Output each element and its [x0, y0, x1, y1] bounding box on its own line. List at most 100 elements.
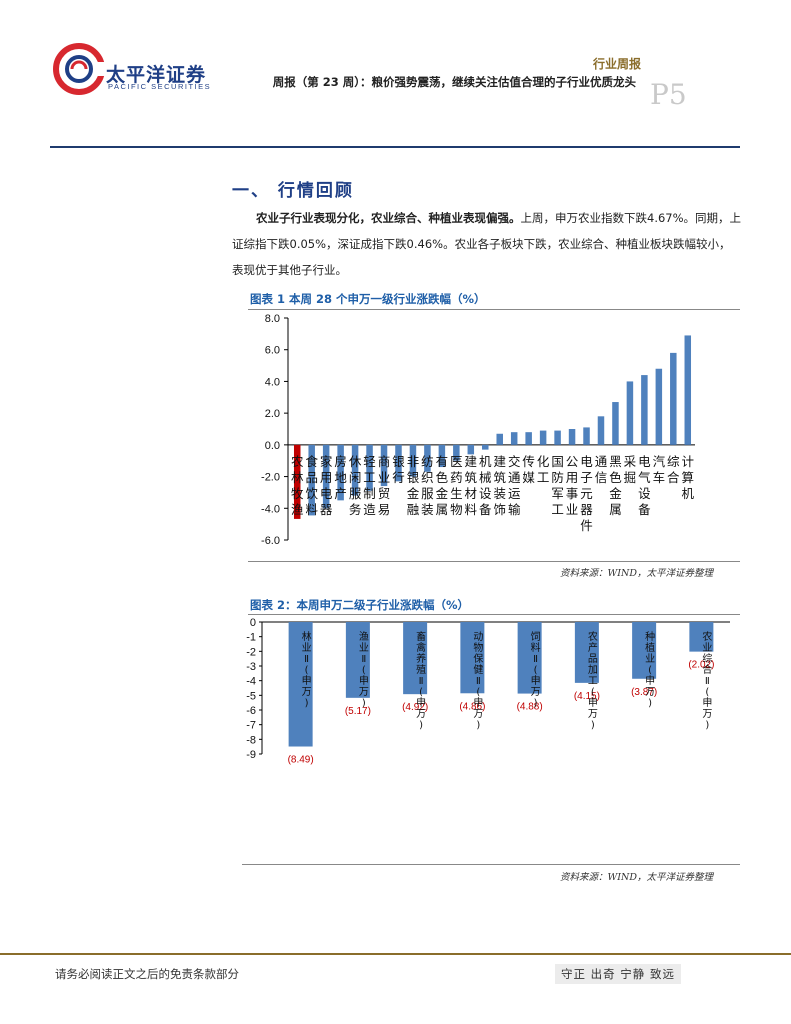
chart1-category-label: 轻工制造: [363, 454, 376, 517]
chart2-bar: [574, 622, 599, 683]
chart1-caption-rule: [248, 309, 740, 310]
chart1-category-label: 建筑材料: [465, 454, 478, 517]
chart1-bar: [409, 444, 417, 477]
chart1-category-label: 银行: [392, 454, 405, 485]
chart2-category-label: 农业综合 Ⅱ (申万): [702, 630, 712, 731]
chart1-category-label: 电气设备: [638, 454, 651, 517]
chart2-bar: [689, 622, 714, 652]
chart1-bar: [655, 368, 663, 445]
chart1-category-label: 交通运输: [508, 454, 521, 517]
chart1-bar: [496, 433, 503, 445]
paragraph-body: 上周，申万农业指数下跌4.67%。同期，上证综指下跌0.05%，深证成指下跌0.…: [232, 211, 742, 277]
chart2-bar: [345, 622, 370, 698]
chart1-bar: [467, 444, 475, 455]
footer-motto: 守正 出奇 宁静 致远: [555, 964, 681, 984]
chart2-category-label: 动物保健 Ⅱ (申万): [473, 631, 483, 731]
chart2-y-tick-label: 0: [250, 617, 256, 629]
chart1-bar: [525, 432, 532, 445]
chart1-bar: [641, 375, 648, 445]
chart1-category-label: 非银金融: [407, 454, 420, 517]
chart1-y-tick-label: 2.0: [265, 408, 280, 420]
chart1-category-label: 传媒: [522, 454, 535, 485]
chart2-data-label: (8.49): [288, 755, 314, 766]
chart1-y-tick-label: 0.0: [265, 440, 280, 452]
chart1-category-label: 房地产: [334, 454, 347, 501]
chart1-bar: [308, 444, 315, 516]
chart2-y-tick-label: -6: [246, 705, 256, 717]
chart2-y-tick-label: -1: [246, 632, 256, 644]
chart1-bar: [337, 444, 344, 501]
chart1-category-label: 机械设备: [479, 454, 492, 517]
chart1-bar: [510, 432, 518, 445]
chart2-y-tick-label: -8: [246, 734, 256, 746]
chart1-industry-returns: 8.0 6.0 4.0 2.0 0.0 -2.0 -4.0 -6.0 农林牧渔食品饮料家用电器房…: [261, 313, 695, 547]
chart1-bar: [684, 335, 692, 445]
chart1-caption: 图表 1 本周 28 个申万一级行业涨跌幅（%）: [250, 292, 486, 306]
chart1-bar: [583, 427, 590, 445]
chart1-bar: [554, 430, 561, 445]
chart2-subindustry-returns: 0 -1 -2 -3 -4 -5 -6 -7 -8 -9 (8.49) 林业 Ⅱ (申万) (5.17)渔业…: [246, 617, 730, 766]
chart2-data-label: (4.86): [459, 701, 485, 712]
report-type-tag: 行业周报: [592, 57, 641, 71]
chart1-category-label: 黑色金属: [609, 454, 622, 517]
footer-divider: [0, 953, 791, 955]
chart2-y-tick-label: -7: [246, 720, 256, 732]
chart2-bar: [288, 622, 313, 747]
chart1-category-label: 综合: [667, 454, 680, 485]
chart1-category-label: 医药生物: [450, 454, 463, 517]
chart1-bar: [482, 444, 489, 450]
chart1-bar: [293, 444, 301, 519]
chart2-category-label: 饲料 Ⅱ (申万): [531, 630, 541, 709]
chart2-caption-rule: [248, 614, 740, 615]
chart2-y-tick-label: -2: [246, 646, 256, 658]
chart2-y-tick-label: -5: [246, 690, 256, 702]
chart2-data-label: (4.88): [517, 702, 543, 713]
logo-text-cn: 太平洋证券: [106, 64, 207, 86]
chart2-data-label: (5.17): [345, 706, 371, 717]
chart2-bar: [460, 622, 485, 694]
chart2-y-tick-label: -4: [246, 676, 256, 688]
chart1-category-label: 家用电器: [320, 454, 333, 517]
chart2-y-tick-label: -9: [246, 749, 256, 761]
chart1-y-tick-label: -6.0: [261, 535, 280, 547]
chart2-data-label: (4.92): [402, 702, 428, 713]
chart1-category-label: 采掘: [624, 454, 637, 485]
chart1-bar: [380, 444, 388, 487]
chart1-bar: [612, 402, 619, 445]
chart1-bar: [670, 352, 677, 445]
chart1-y-tick-label: -2.0: [261, 472, 280, 484]
chart1-bar: [453, 444, 460, 461]
chart1-bar: [322, 444, 330, 509]
chart2-category-label: 农产品加工(申万): [588, 630, 598, 731]
chart1-category-label: 纺织服装: [421, 454, 434, 517]
chart1-bar: [424, 444, 431, 472]
chart1-bar: [438, 444, 446, 468]
header-divider: [50, 146, 740, 148]
chart1-category-label: 化工: [537, 454, 550, 485]
pacific-securities-logo-icon: [53, 43, 106, 95]
chart1-bar: [395, 444, 402, 482]
chart2-y-tick-label: -3: [246, 661, 256, 673]
chart2-caption: 图表 2：本周申万二级子行业涨跌幅（%）: [250, 598, 470, 612]
report-title: 周报（第 23 周）：粮价强势震荡，继续关注估值合理的子行业优质龙头: [272, 75, 636, 89]
chart1-y-tick-label: 4.0: [265, 376, 280, 388]
chart1-bar: [539, 430, 547, 445]
logo-text-en: PACIFIC SECURITIES: [108, 82, 212, 91]
chart1-bar: [366, 444, 373, 491]
chart2-data-label: (3.87): [631, 687, 657, 698]
chart1-y-tick-label: -4.0: [261, 503, 280, 515]
chart1-category-label: 计算机: [682, 454, 695, 501]
chart1-y-tick-label: 8.0: [265, 313, 280, 325]
chart1-category-label: 食品饮料: [305, 454, 318, 517]
chart1-bar: [351, 444, 359, 496]
chart1-bar: [626, 381, 634, 445]
chart2-bottom-rule: [242, 864, 740, 865]
chart1-category-label: 国防军工: [551, 454, 564, 517]
chart1-bar: [568, 429, 576, 445]
chart2-bar: [403, 622, 428, 695]
chart2-bar: [632, 622, 657, 679]
chart2-category-label: 林业 Ⅱ (申万): [302, 630, 312, 709]
chart2-category-label: 畜禽养殖 Ⅱ (申万): [416, 630, 426, 731]
section-paragraph: 农业子行业表现分化，农业综合、种植业表现偏强。上周，申万农业指数下跌4.67%。…: [232, 205, 742, 283]
section-title: 一、 行情回顾: [232, 181, 354, 201]
